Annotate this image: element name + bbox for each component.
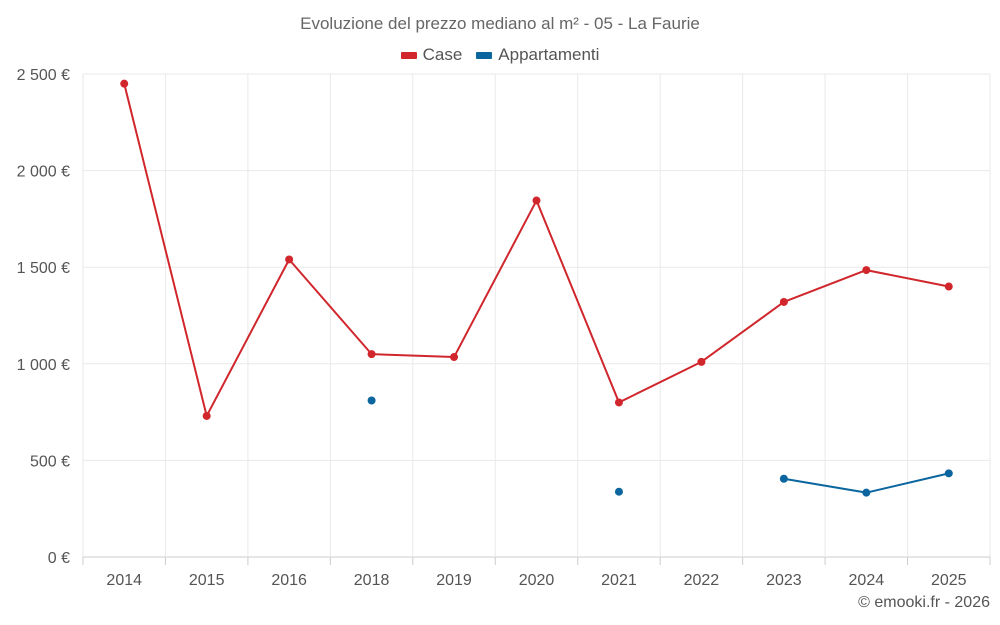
legend-swatch-case	[400, 51, 417, 59]
series-line-case	[700, 300, 785, 363]
data-point-case	[202, 411, 211, 420]
data-point-case	[779, 297, 788, 306]
data-point-case	[120, 79, 129, 88]
x-tick-label: 2019	[436, 572, 472, 589]
chart-title: Evoluzione del prezzo mediano al m² - 05…	[300, 14, 700, 33]
copyright-text: © emooki.fr - 2026	[858, 594, 990, 611]
series-line-appartamenti	[782, 477, 868, 494]
y-tick-label: 2 500 €	[17, 67, 70, 84]
series-line-case	[782, 269, 868, 303]
x-tick-label: 2016	[271, 572, 307, 589]
y-tick-label: 2 000 €	[17, 164, 70, 181]
series-line-case	[123, 82, 208, 417]
x-tick-label: 2022	[684, 572, 720, 589]
series-line-case	[453, 199, 538, 359]
legend-label-case: Case	[422, 45, 463, 64]
data-point-case	[532, 196, 541, 205]
y-tick-label: 0 €	[48, 550, 70, 567]
y-tick-label: 1 000 €	[17, 357, 70, 374]
series-line-case	[288, 258, 373, 356]
series-line-case	[535, 199, 620, 404]
legend-item-case[interactable]: Case	[400, 45, 463, 65]
legend-item-appartamenti[interactable]: Appartamenti	[476, 45, 599, 65]
y-tick-label: 1 500 €	[17, 260, 70, 277]
series-line-appartamenti	[865, 472, 950, 494]
x-tick-label: 2023	[766, 572, 802, 589]
x-tick-label: 2020	[519, 572, 555, 589]
series-line-case	[205, 258, 291, 417]
data-point-case	[450, 353, 459, 362]
y-tick-label: 500 €	[30, 453, 70, 470]
data-point-appartamenti	[367, 396, 376, 405]
legend: Case Appartamenti	[0, 45, 1000, 65]
data-point-case	[862, 266, 871, 275]
data-point-case	[367, 350, 376, 359]
x-tick-label: 2021	[601, 572, 637, 589]
data-point-appartamenti	[944, 469, 953, 478]
series-line-case	[370, 353, 456, 359]
x-tick-label: 2014	[106, 572, 142, 589]
data-point-appartamenti	[862, 488, 871, 497]
legend-swatch-appartamenti	[476, 51, 493, 59]
legend-label-appartamenti: Appartamenti	[498, 45, 600, 64]
data-point-appartamenti	[779, 474, 788, 483]
data-point-appartamenti	[614, 487, 623, 496]
data-point-case	[614, 398, 623, 407]
data-point-case	[944, 282, 953, 291]
series-line-case	[617, 360, 703, 404]
data-point-case	[697, 357, 706, 366]
series-line-case	[865, 269, 950, 288]
data-point-case	[285, 255, 294, 264]
x-tick-label: 2015	[189, 572, 225, 589]
x-tick-label: 2024	[849, 572, 885, 589]
x-tick-label: 2025	[931, 572, 967, 589]
x-tick-label: 2018	[354, 572, 390, 589]
